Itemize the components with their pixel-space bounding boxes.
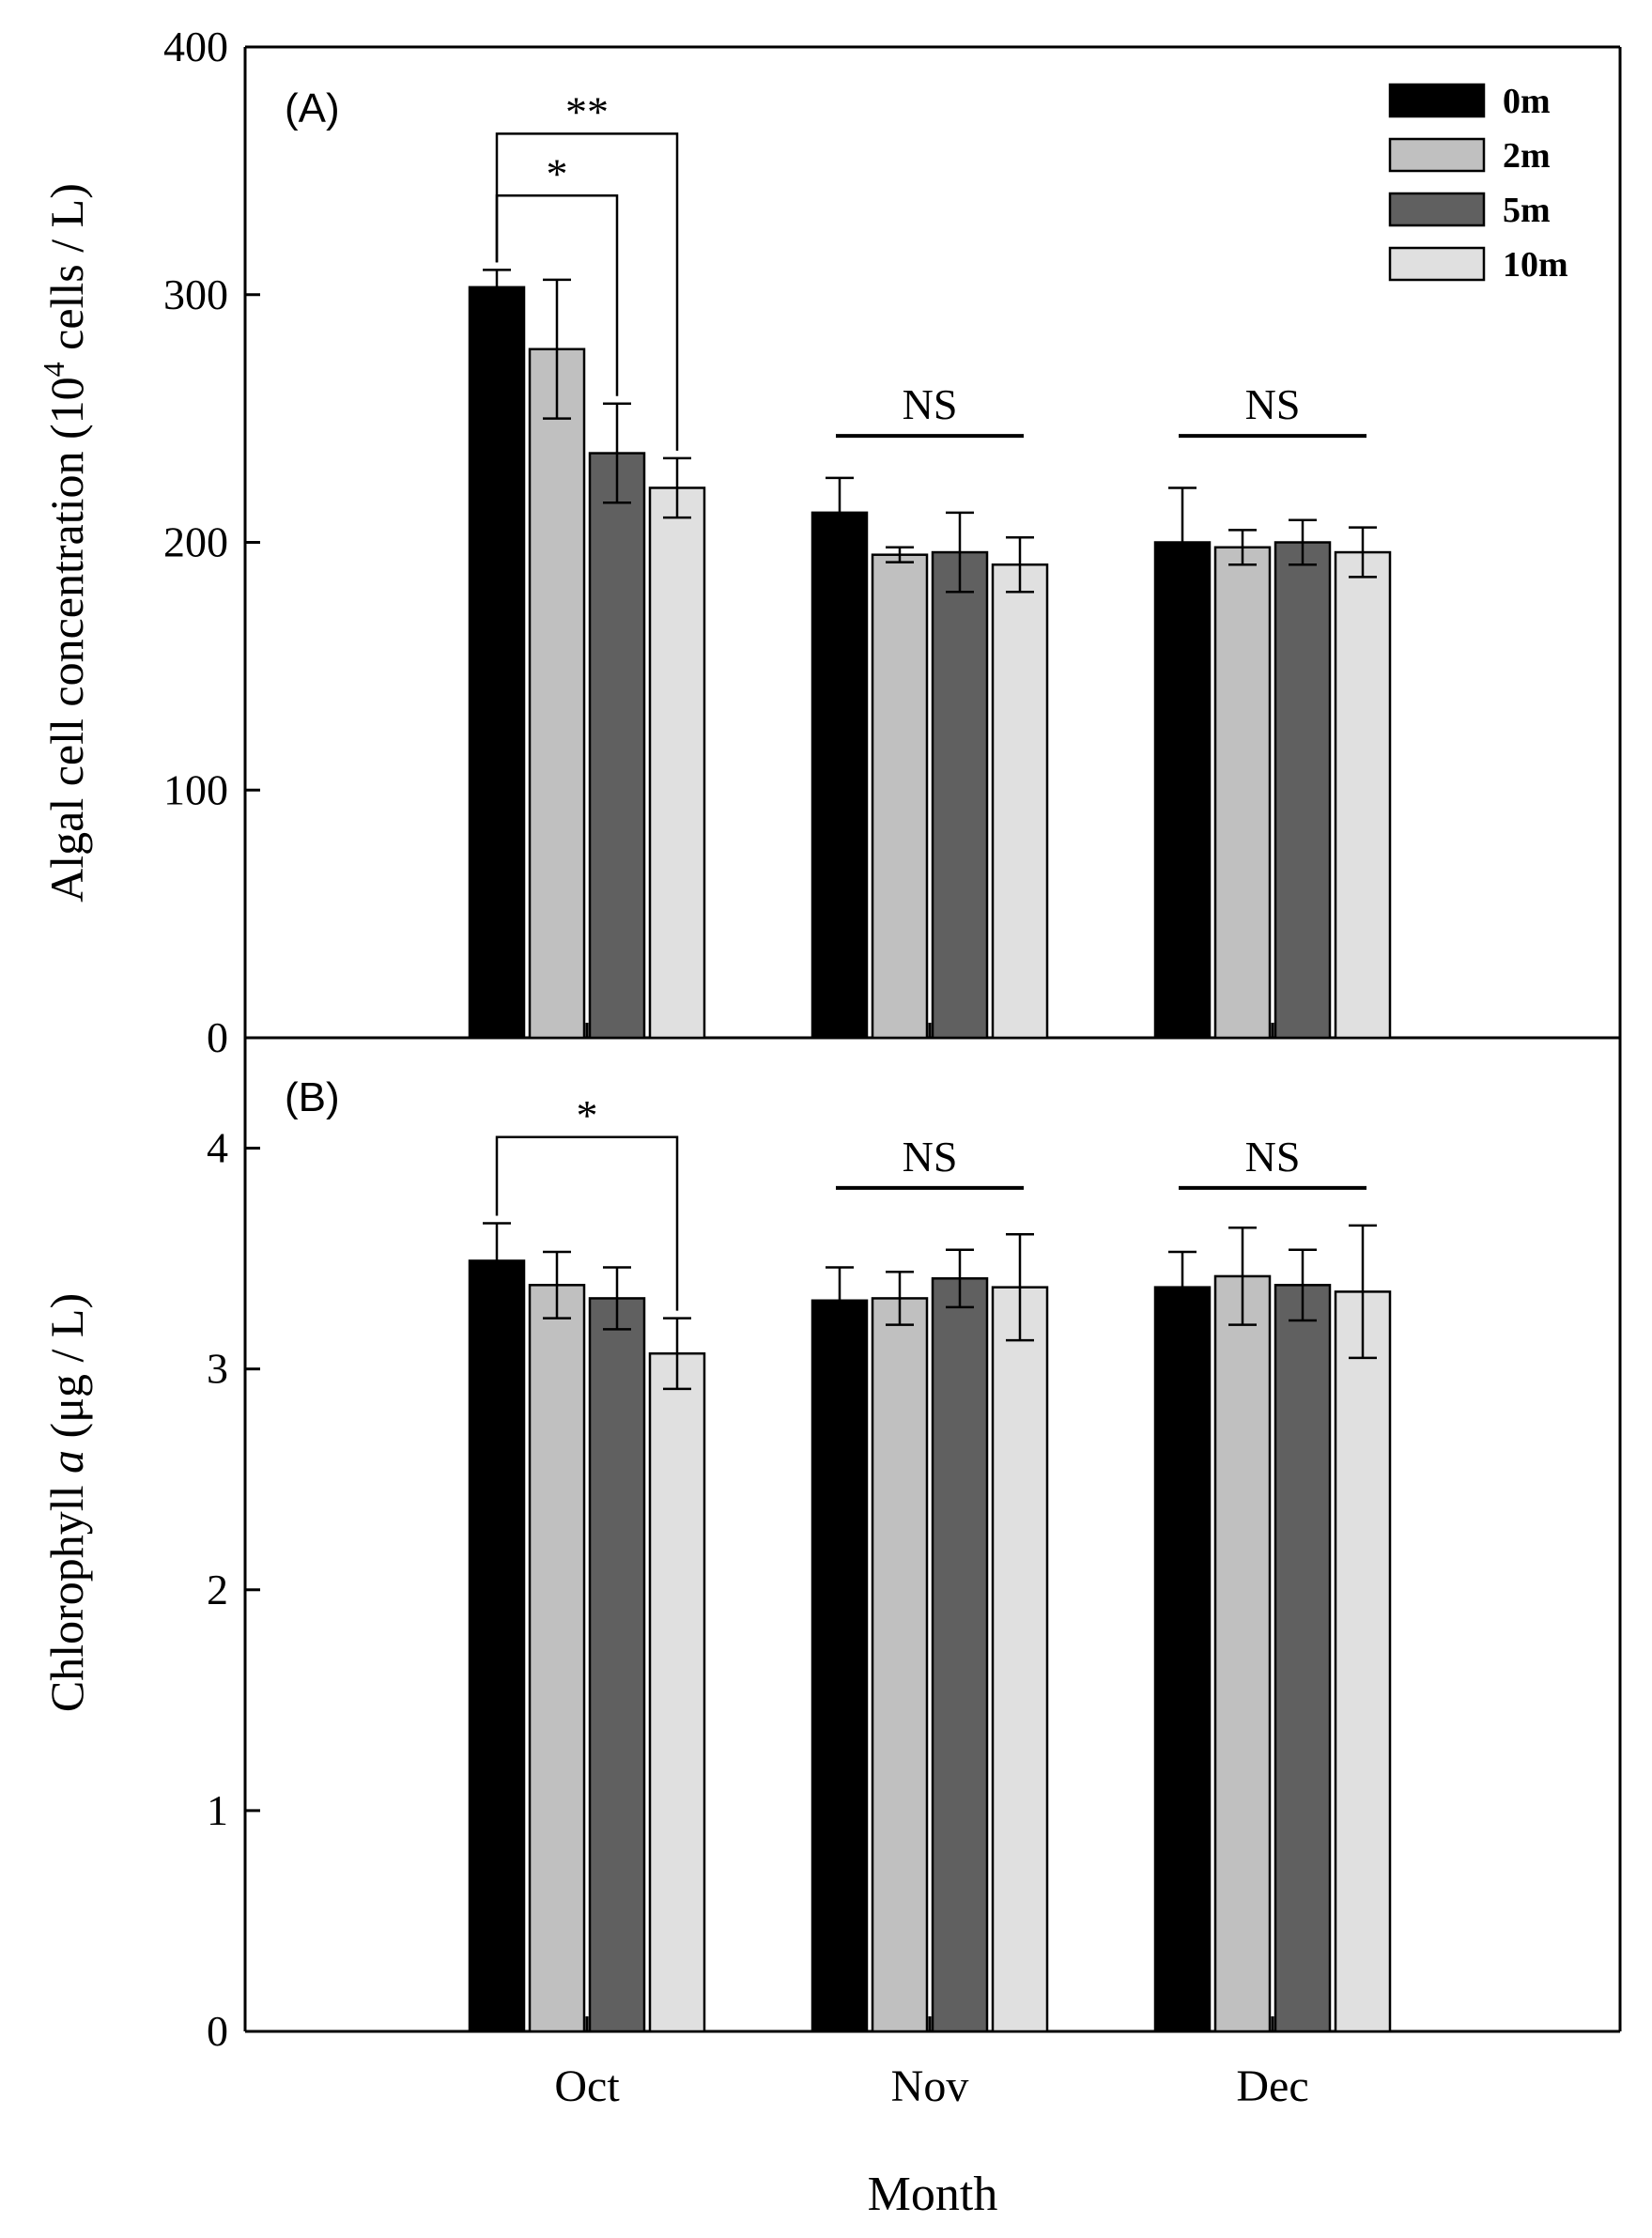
y-tick-label-a-2: 200: [163, 518, 228, 566]
error-bar-a-5m-Oct: [603, 402, 631, 504]
error-bar-a-2m-Nov: [886, 546, 914, 563]
error-bar-b-10m-Nov: [1006, 1232, 1034, 1342]
error-bar-b-0m-Nov: [826, 1266, 854, 1335]
error-bar-b-2m-Dec: [1228, 1226, 1257, 1326]
bar-a-5m-Dec: [1274, 541, 1332, 1040]
error-bar-a-2m-Dec: [1228, 529, 1257, 566]
legend: 0m 2m 5m 10m: [1388, 82, 1568, 285]
svg-text:NS: NS: [903, 380, 958, 428]
svg-text:NS: NS: [903, 1133, 958, 1181]
error-bar-a-5m-Nov: [946, 511, 974, 594]
error-bar-a-0m-Nov: [826, 476, 854, 549]
bar-b-10m-Nov: [991, 1286, 1049, 2033]
y-tick-label-b-1: 1: [207, 1786, 228, 1834]
y-axis-title-a: Algal cell concentration (104 cells / L): [37, 183, 93, 903]
legend-swatch-10m: [1388, 246, 1486, 282]
bar-b-0m-Nov: [811, 1299, 869, 2033]
y-tick-label-b-3: 3: [207, 1345, 228, 1393]
error-bar-b-5m-Oct: [603, 1266, 631, 1331]
error-bar-a-5m-Dec: [1289, 518, 1317, 566]
bar-a-0m-Oct: [468, 286, 526, 1040]
bar-a-2m-Oct: [528, 347, 586, 1040]
svg-text:**: **: [565, 87, 609, 135]
legend-swatch-5m: [1388, 192, 1486, 227]
y-tick-label-a-3: 300: [163, 270, 228, 318]
bar-a-0m-Dec: [1153, 541, 1212, 1040]
significance-a-3: NS: [1179, 380, 1366, 439]
significance-a-1: *: [495, 149, 619, 396]
bar-b-5m-Nov: [931, 1277, 989, 2033]
x-tick-label-Dec: Dec: [1236, 2061, 1308, 2111]
bar-a-10m-Nov: [991, 563, 1049, 1040]
x-tick-label-Nov: Nov: [891, 2061, 969, 2111]
legend-swatch-0m: [1388, 83, 1486, 118]
error-bar-b-5m-Dec: [1289, 1248, 1317, 1322]
svg-text:NS: NS: [1245, 380, 1301, 428]
bar-a-2m-Nov: [871, 553, 929, 1040]
bar-b-5m-Oct: [588, 1297, 646, 2033]
bar-b-10m-Oct: [648, 1351, 706, 2033]
error-bar-b-2m-Nov: [886, 1270, 914, 1326]
legend-item-5m: 5m: [1388, 191, 1551, 230]
bar-a-2m-Dec: [1213, 546, 1272, 1040]
svg-text:NS: NS: [1245, 1133, 1301, 1181]
error-bar-a-0m-Oct: [483, 269, 511, 306]
error-bar-b-10m-Dec: [1349, 1224, 1377, 1360]
error-bar-a-10m-Oct: [663, 456, 691, 519]
significance-a-2: NS: [836, 380, 1024, 439]
error-bar-b-5m-Nov: [946, 1248, 974, 1309]
legend-label-2m: 2m: [1503, 136, 1551, 176]
bar-b-2m-Oct: [528, 1284, 586, 2033]
bar-b-10m-Dec: [1334, 1290, 1392, 2033]
error-bar-a-10m-Dec: [1349, 526, 1377, 579]
error-bar-a-0m-Dec: [1168, 486, 1197, 598]
error-bar-b-0m-Dec: [1168, 1250, 1197, 1324]
y-tick-label-a-0: 0: [207, 1013, 228, 1061]
bar-a-10m-Oct: [648, 486, 706, 1040]
error-bar-a-2m-Oct: [543, 278, 571, 420]
bar-b-0m-Oct: [468, 1259, 526, 2033]
legend-swatch-2m: [1388, 137, 1486, 173]
legend-label-10m: 10m: [1503, 245, 1568, 285]
panel-b-label: (B): [285, 1074, 340, 1120]
bar-a-0m-Nov: [811, 511, 869, 1040]
bar-b-5m-Dec: [1274, 1284, 1332, 2033]
bar-b-0m-Dec: [1153, 1286, 1212, 2033]
svg-text:*: *: [577, 1091, 598, 1139]
error-bar-b-0m-Oct: [483, 1222, 511, 1300]
bar-a-10m-Dec: [1334, 550, 1392, 1040]
error-bar-b-2m-Oct: [543, 1250, 571, 1320]
y-tick-label-a-4: 400: [163, 23, 228, 70]
y-tick-label-a-1: 100: [163, 765, 228, 813]
legend-label-0m: 0m: [1503, 82, 1551, 121]
legend-label-5m: 5m: [1503, 191, 1551, 230]
legend-item-0m: 0m: [1388, 82, 1551, 121]
error-bar-a-10m-Nov: [1006, 535, 1034, 594]
y-axis-title-b: Chlorophyll a (μg / L): [40, 1293, 93, 1712]
error-bar-b-10m-Oct: [663, 1317, 691, 1391]
bar-b-2m-Nov: [871, 1297, 929, 2033]
bar-a-5m-Oct: [588, 452, 646, 1040]
panel-a-label: (A): [285, 85, 340, 131]
significance-b-2: NS: [1179, 1133, 1366, 1190]
bar-a-5m-Nov: [931, 550, 989, 1040]
svg-text:*: *: [547, 149, 568, 197]
y-tick-label-b-4: 4: [207, 1124, 228, 1172]
bar-b-2m-Dec: [1213, 1274, 1272, 2033]
y-tick-label-b-2: 2: [207, 1566, 228, 1613]
legend-item-10m: 10m: [1388, 245, 1568, 285]
x-axis-title: Month: [868, 2168, 998, 2221]
significance-b-1: NS: [836, 1133, 1024, 1190]
panel-b-plot: 0 1 2 3 4 * NS NS Oct Nov Dec: [207, 1091, 1392, 2111]
significance-b-0: *: [495, 1091, 679, 1311]
x-tick-label-Oct: Oct: [554, 2061, 620, 2111]
y-tick-label-b-0: 0: [207, 2007, 228, 2055]
legend-item-2m: 2m: [1388, 136, 1551, 176]
